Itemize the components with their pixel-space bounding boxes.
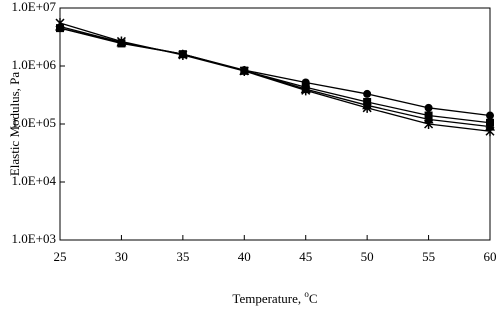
x-tick-label: 30 xyxy=(115,249,128,264)
x-tick-label: 25 xyxy=(54,249,67,264)
marker xyxy=(55,18,65,29)
marker xyxy=(424,119,434,129)
series-line xyxy=(59,22,491,132)
series-line xyxy=(59,25,491,128)
x-tick-label: 35 xyxy=(176,249,189,264)
x-tick-label: 55 xyxy=(422,249,435,264)
x-axis-label-sup: o xyxy=(304,289,309,299)
y-axis-label: Elastic Modulus, Pa xyxy=(7,72,22,177)
marker xyxy=(486,111,494,120)
x-axis-label-unit: C xyxy=(309,291,318,306)
y-tick-label: 1.0E+04 xyxy=(11,173,56,188)
marker xyxy=(239,65,249,76)
marker xyxy=(362,102,372,113)
series-line xyxy=(59,27,491,124)
marker xyxy=(178,49,188,60)
x-axis-label-text: Temperature, xyxy=(232,291,304,306)
x-tick-label: 50 xyxy=(361,249,374,264)
marker xyxy=(485,126,495,137)
y-tick-label: 1.0E+07 xyxy=(11,0,56,14)
x-tick-label: 45 xyxy=(299,249,312,264)
y-tick-label: 1.0E+06 xyxy=(11,57,56,72)
marker xyxy=(301,85,311,96)
x-axis-label: Temperature, oC xyxy=(232,289,317,306)
y-tick-label: 1.0E+05 xyxy=(11,115,56,130)
x-tick-label: 40 xyxy=(238,249,251,264)
x-tick-label: 60 xyxy=(484,249,497,264)
y-tick-label: 1.0E+03 xyxy=(11,231,56,246)
marker xyxy=(116,36,126,47)
marker xyxy=(363,89,372,98)
marker xyxy=(424,103,433,112)
